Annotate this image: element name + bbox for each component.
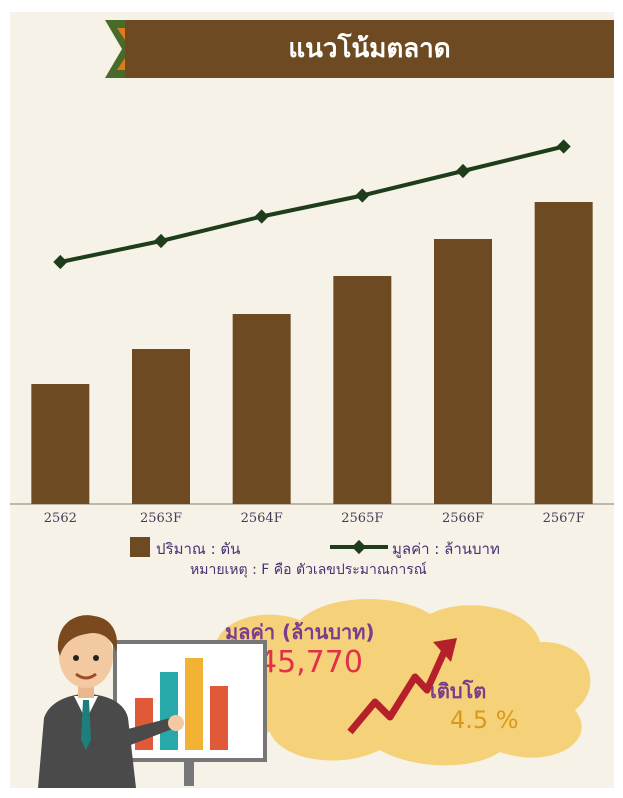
line-point-2565F xyxy=(355,188,370,203)
x-tick-label: 2565F xyxy=(341,511,383,526)
bar-2564F xyxy=(232,314,291,504)
value-number: 45,770 xyxy=(258,645,363,680)
line-point-2564F xyxy=(254,209,269,224)
bar-2567F xyxy=(534,202,593,504)
summary-cloud xyxy=(210,598,591,766)
line-point-2563F xyxy=(153,233,169,249)
line-point-2562 xyxy=(53,254,68,270)
bar-2565F xyxy=(333,276,392,504)
chart-legend: ปริมาณ : ตัน มูลค่า : ล้านบาท xyxy=(130,534,550,564)
line-point-2567F xyxy=(556,139,571,154)
bar-2563F xyxy=(132,349,190,504)
x-tick-label: 2562 xyxy=(44,511,77,526)
x-tick-label: 2564F xyxy=(241,511,283,526)
growth-value: 4.5 % xyxy=(450,706,519,734)
x-tick-label: 2566F xyxy=(442,511,484,526)
legend-line-label: มูลค่า : ล้านบาท xyxy=(392,540,500,558)
line-point-2566F xyxy=(455,163,471,179)
x-tick-label: 2563F xyxy=(140,511,182,526)
market-trend-chart: 2562 2563F 2564F 2565F 2566F 2567F xyxy=(10,139,614,526)
bar-2566F xyxy=(434,239,492,504)
value-line xyxy=(59,144,565,264)
growth-arrow-icon xyxy=(347,638,457,735)
legend-bar-swatch xyxy=(130,537,150,557)
legend-line-swatch xyxy=(330,539,388,555)
growth-label: เติบโต xyxy=(430,679,487,703)
page-title: แนวโน้มตลาด xyxy=(288,34,451,64)
infographic-page: แนวโน้มตลาด 2562 2563F 2564F 2565F 2566F 2567… xyxy=(10,12,614,788)
legend-bar-label: ปริมาณ : ตัน xyxy=(156,540,241,558)
title-bar xyxy=(125,20,614,78)
businessman-presenter-illustration xyxy=(38,615,267,788)
x-tick-label: 2567F xyxy=(543,511,585,526)
chart-note: หมายเหตุ : F คือ ตัวเลขประมาณการณ์ xyxy=(190,562,427,578)
header-banner: แนวโน้มตลาด xyxy=(10,20,614,78)
bar-2562 xyxy=(31,384,90,504)
